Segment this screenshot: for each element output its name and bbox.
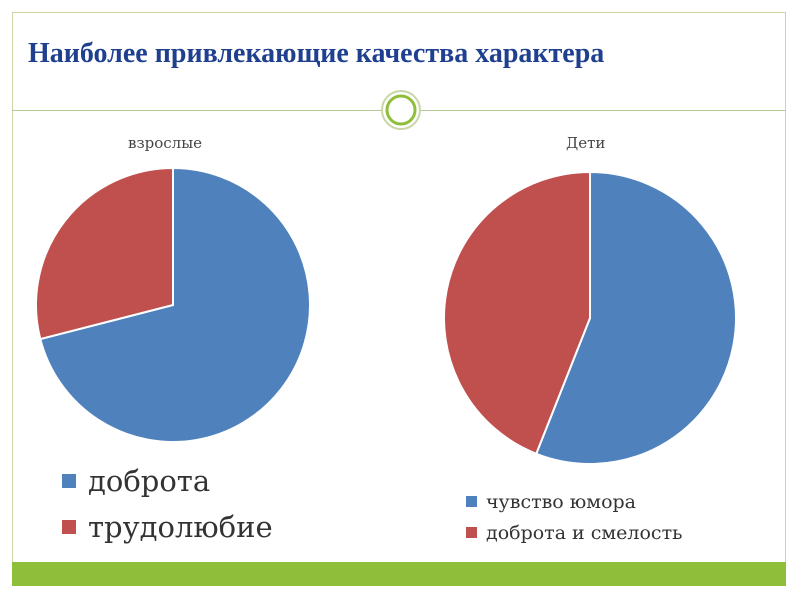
legend-label: доброта xyxy=(88,464,211,498)
pie-chart-adults xyxy=(35,166,311,443)
legend-adults: доброта трудолюбие xyxy=(62,458,273,550)
slide-title: Наиболее привлекающие качества характера xyxy=(28,38,605,69)
legend-swatch xyxy=(62,474,76,488)
legend-swatch xyxy=(62,520,76,534)
legend-label: трудолюбие xyxy=(88,510,273,544)
pie-slice-adults-1 xyxy=(35,166,174,341)
pie-slice-adults-0 xyxy=(39,166,311,443)
chart-title-adults: взрослые xyxy=(128,134,203,152)
pie-slice-children-0 xyxy=(534,170,737,465)
pie-chart-children xyxy=(443,170,737,465)
circle-ornament-icon xyxy=(381,90,421,130)
legend-item: доброта и смелость xyxy=(466,517,682,548)
legend-item: чувство юмора xyxy=(466,486,682,517)
bottom-accent-bar xyxy=(12,562,786,586)
legend-swatch xyxy=(466,527,477,538)
legend-item: трудолюбие xyxy=(62,504,273,550)
legend-children: чувство юмора доброта и смелость xyxy=(466,486,682,548)
chart-title-children: Дети xyxy=(566,134,606,152)
legend-swatch xyxy=(466,496,477,507)
pie-slice-children-1 xyxy=(443,170,591,456)
legend-label: чувство юмора xyxy=(486,490,637,513)
legend-label: доброта и смелость xyxy=(486,521,683,544)
legend-item: доброта xyxy=(62,458,273,504)
